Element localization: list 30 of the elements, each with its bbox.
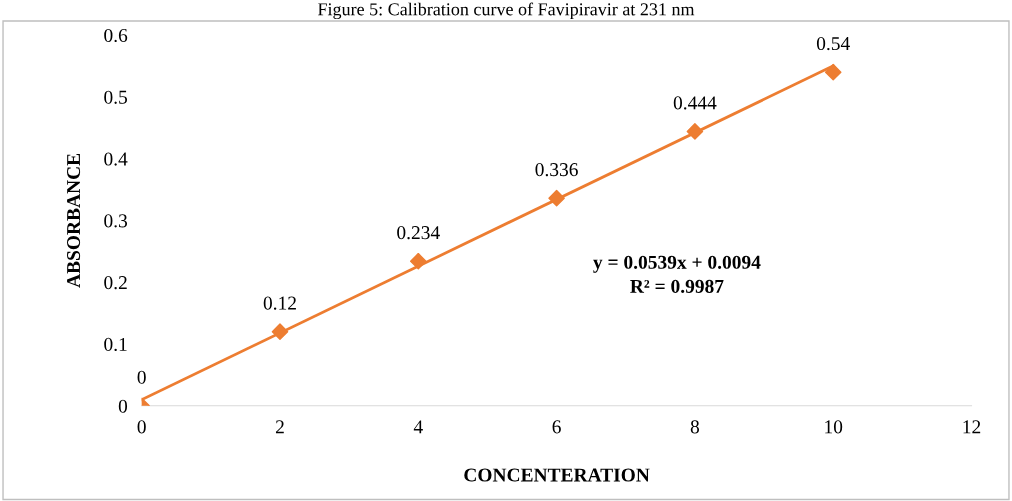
x-tick-label: 10 <box>825 420 843 434</box>
point <box>824 63 842 81</box>
x-tick-label: 4 <box>413 420 423 434</box>
x-tick-label: 2 <box>275 420 284 434</box>
data-label: 0.234 <box>397 226 440 240</box>
point <box>271 323 289 340</box>
y-axis-title: ABSORBANCE <box>67 153 81 288</box>
y-tick-label: 0.4 <box>104 152 128 166</box>
data-label: 0.336 <box>535 163 578 177</box>
y-tick-label: 0.6 <box>104 28 128 43</box>
data-label: 0.444 <box>673 96 717 110</box>
annotation: y = 0.0539x + 0.0094 <box>593 255 761 273</box>
data-label: 0.12 <box>263 296 296 310</box>
x-tick-label: 8 <box>690 420 700 434</box>
annotation: R² = 0.9987 <box>630 279 724 294</box>
x-axis-title: CONCENTERATION <box>464 468 650 482</box>
point <box>409 252 427 270</box>
y-tick-label: 0.3 <box>104 214 128 228</box>
y-tick-label: 0.2 <box>104 276 127 290</box>
x-tick-label: 12 <box>963 420 981 434</box>
point <box>686 123 704 140</box>
x-tick-label: 0 <box>137 420 146 434</box>
y-tick-label: 0.5 <box>104 90 128 104</box>
data-label: 0.54 <box>816 36 850 51</box>
chart-title: Figure 5: Calibration curve of Favipiravir at 231 nm <box>317 2 695 20</box>
data-label: 0 <box>137 370 146 384</box>
x-tick-label: 6 <box>552 420 561 434</box>
point <box>548 189 565 207</box>
y-tick-label: 0 <box>118 399 128 413</box>
y-tick-label: 0.1 <box>104 337 127 352</box>
